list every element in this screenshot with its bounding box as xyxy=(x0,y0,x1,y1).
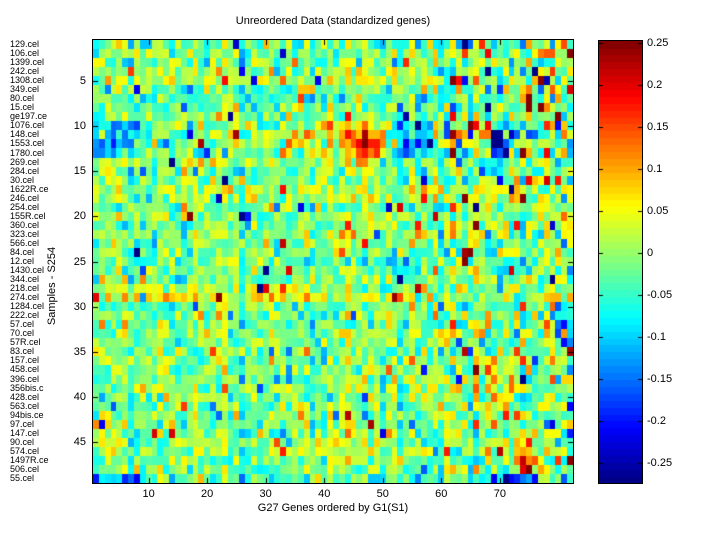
colorbar-tick-label: 0.15 xyxy=(647,120,669,133)
row-label: 1284.cel xyxy=(10,301,45,312)
row-label: 30.cel xyxy=(10,174,35,185)
y-tick-label: 15 xyxy=(73,165,86,178)
colorbar-tick-label: 0.25 xyxy=(647,36,669,49)
row-label: 57.cel xyxy=(10,319,35,330)
row-label: 360.cel xyxy=(10,219,40,230)
row-label: 90.cel xyxy=(10,436,35,447)
row-label: 323.cel xyxy=(10,228,40,239)
row-label: 246.cel xyxy=(10,192,40,203)
row-label: 1076.cel xyxy=(10,120,45,131)
y-axis-label: Samples - S254 xyxy=(46,246,58,326)
y-tick-label: 5 xyxy=(79,74,86,87)
row-label: 254.cel xyxy=(10,201,40,212)
row-label: 15.cel xyxy=(10,102,35,113)
row-label: 269.cel xyxy=(10,156,40,167)
colorbar-tick-label: 0.2 xyxy=(647,78,663,91)
colorbar-tick-label: -0.15 xyxy=(647,372,673,385)
y-tick-label: 45 xyxy=(73,436,86,449)
row-label: 356bis.c xyxy=(10,382,44,393)
row-label: 242.cel xyxy=(10,66,40,77)
row-label: 12.cel xyxy=(10,256,35,266)
row-label: 55.cel xyxy=(10,472,35,483)
row-label: 506.cel xyxy=(10,463,40,474)
row-label: 1399.cel xyxy=(10,57,45,68)
x-tick-label: 70 xyxy=(493,488,506,500)
x-tick-label: 60 xyxy=(435,488,448,500)
row-label: 218.cel xyxy=(10,283,40,294)
row-label: 106.cel xyxy=(10,48,40,59)
row-label: 1430.cel xyxy=(10,265,45,276)
heatmap-canvas xyxy=(93,40,573,483)
row-label: 97.cel xyxy=(10,418,35,429)
colorbar-tick-label: -0.05 xyxy=(647,288,673,301)
row-label: 566.cel xyxy=(10,237,40,248)
row-label: 396.cel xyxy=(10,373,40,384)
row-label: 155R.cel xyxy=(10,210,46,221)
colorbar-tick-label: -0.1 xyxy=(647,330,666,343)
colorbar-tick-label: -0.25 xyxy=(647,456,673,469)
y-tick-label: 10 xyxy=(73,119,86,132)
row-label: 458.cel xyxy=(10,364,40,375)
x-tick-label: 10 xyxy=(142,488,155,500)
row-label: 284.cel xyxy=(10,165,40,176)
row-label: 563.cel xyxy=(10,400,40,411)
x-tick-label: 50 xyxy=(376,488,389,500)
colorbar-axes xyxy=(598,40,643,484)
row-label: 274.cel xyxy=(10,292,40,303)
row-label: 94bis.ce xyxy=(10,409,44,420)
row-label: 428.cel xyxy=(10,391,40,402)
x-tick-label: 40 xyxy=(318,488,331,500)
chart-title: Unreordered Data (standardized genes) xyxy=(235,15,431,27)
row-label: 80.cel xyxy=(10,93,35,104)
row-label: 1780.cel xyxy=(10,147,45,158)
row-label: 148.cel xyxy=(10,129,40,140)
row-label: 222.cel xyxy=(10,310,40,321)
x-axis-label: G27 Genes ordered by G1(S1) xyxy=(257,502,409,514)
row-label: 1553.cel xyxy=(10,138,45,149)
row-label: 84.cel xyxy=(10,246,35,257)
y-tick-label: 40 xyxy=(73,391,86,404)
x-tick-label: 30 xyxy=(259,488,272,500)
y-tick-label: 35 xyxy=(73,345,86,358)
row-label: 57R.cel xyxy=(10,337,41,348)
row-label: 1622R.ce xyxy=(10,183,49,194)
colorbar-tick-label: -0.2 xyxy=(647,414,666,427)
row-label: 147.cel xyxy=(10,427,40,438)
row-label: 83.cel xyxy=(10,346,35,357)
colorbar-tick-label: 0 xyxy=(647,246,654,259)
row-label: ge197.ce xyxy=(10,111,48,122)
row-label: 129.cel xyxy=(10,39,40,50)
y-tick-label: 25 xyxy=(73,255,86,268)
heatmap-axes xyxy=(92,39,574,484)
colorbar-tick-label: 0.1 xyxy=(647,162,663,175)
row-label: 574.cel xyxy=(10,445,40,456)
y-tick-label: 20 xyxy=(73,210,86,223)
row-label: 349.cel xyxy=(10,84,40,95)
colorbar-tick-label: 0.05 xyxy=(647,204,669,217)
row-label: 70.cel xyxy=(10,328,35,339)
y-tick-label: 30 xyxy=(73,300,86,313)
row-label: 1497R.ce xyxy=(10,454,49,465)
row-label: 1308.cel xyxy=(10,75,45,86)
row-label: 344.cel xyxy=(10,274,40,285)
colorbar-canvas xyxy=(599,41,642,483)
x-tick-label: 20 xyxy=(201,488,214,500)
row-label: 157.cel xyxy=(10,355,40,366)
